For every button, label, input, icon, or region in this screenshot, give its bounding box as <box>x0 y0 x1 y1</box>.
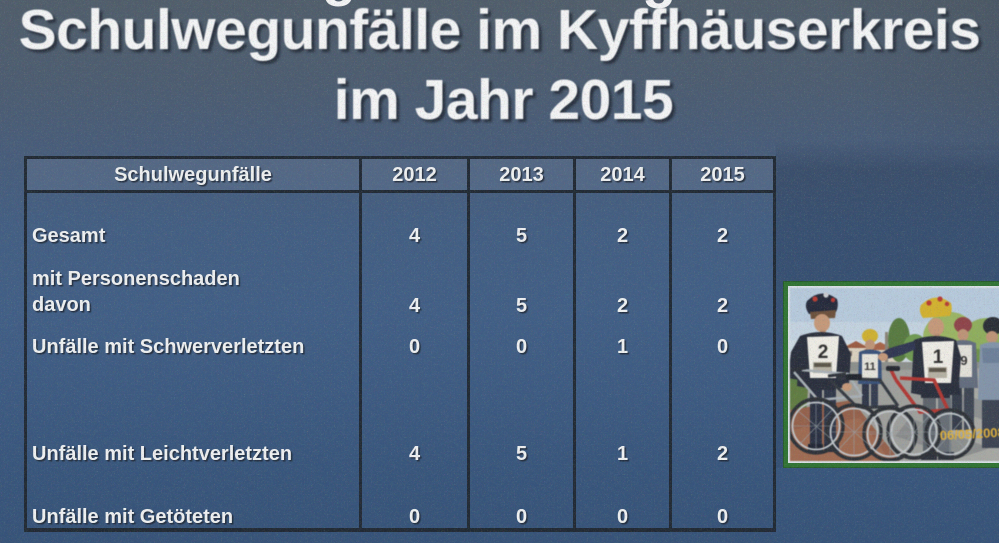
svg-text:9: 9 <box>960 353 967 368</box>
svg-text:06/05/2008: 06/05/2008 <box>939 425 999 443</box>
svg-text:2: 2 <box>818 342 829 363</box>
svg-text:11: 11 <box>864 361 876 373</box>
svg-text:1: 1 <box>933 347 944 368</box>
